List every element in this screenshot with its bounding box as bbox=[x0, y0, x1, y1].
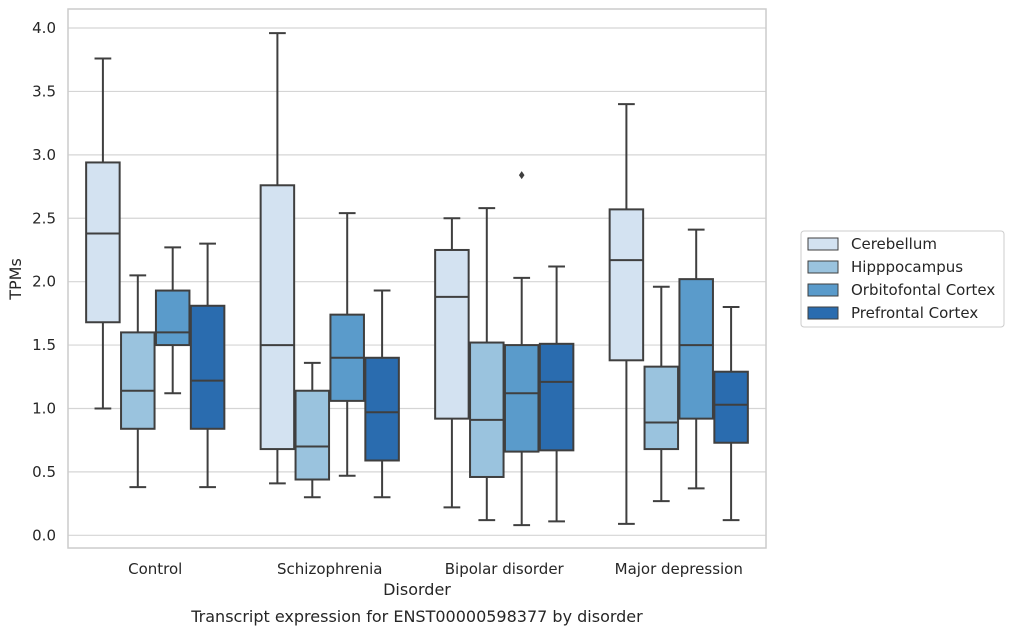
y-tick-label: 0.5 bbox=[32, 463, 56, 481]
y-tick-label: 2.0 bbox=[32, 273, 56, 291]
legend-frame bbox=[800, 230, 1005, 328]
box-body bbox=[713, 370, 749, 444]
box-body bbox=[608, 208, 645, 362]
box bbox=[678, 228, 714, 490]
box-body bbox=[678, 278, 714, 420]
x-axis-ticks: Control Schizophrenia Bipolar disorder Majo… bbox=[128, 560, 743, 578]
y-tick-label: 4.0 bbox=[32, 19, 56, 37]
y-axis-ticks: 0.0 0.5 1.0 1.5 2.0 2.5 3.0 3.5 4.0 bbox=[32, 19, 56, 544]
box-body bbox=[503, 344, 540, 453]
legend-swatch bbox=[807, 237, 839, 251]
box-body bbox=[154, 289, 191, 347]
box bbox=[329, 212, 365, 477]
box-body bbox=[538, 342, 575, 452]
box-body bbox=[120, 331, 156, 430]
x-tick-label: Bipolar disorder bbox=[445, 560, 565, 578]
box-body bbox=[294, 389, 331, 481]
box-body bbox=[364, 356, 400, 462]
legend-label: Hipppocampus bbox=[851, 258, 963, 276]
y-tick-label: 0.0 bbox=[32, 526, 56, 544]
legend-label: Prefrontal Cortex bbox=[851, 304, 978, 322]
box bbox=[503, 171, 540, 527]
box bbox=[608, 103, 645, 525]
box bbox=[469, 207, 505, 522]
legend-swatch bbox=[807, 283, 839, 297]
box bbox=[259, 32, 296, 485]
box-series bbox=[85, 32, 749, 527]
x-axis-title: Disorder bbox=[383, 580, 451, 599]
outlier-point bbox=[518, 171, 525, 180]
legend-label: Orbitofontal Cortex bbox=[851, 281, 995, 299]
box bbox=[364, 289, 400, 499]
legend: Cerebellum Hipppocampus Orbitofontal Corte… bbox=[800, 230, 1005, 328]
box bbox=[643, 285, 680, 503]
plot-frame bbox=[67, 8, 767, 549]
box bbox=[189, 242, 226, 489]
box-body bbox=[469, 341, 505, 478]
box bbox=[538, 265, 575, 523]
box-body bbox=[259, 184, 296, 451]
y-axis-title: TPMs bbox=[6, 258, 25, 301]
legend-label: Cerebellum bbox=[851, 235, 937, 253]
box bbox=[154, 246, 191, 395]
x-tick-label: Control bbox=[128, 560, 182, 578]
box-body bbox=[434, 248, 470, 420]
legend-swatch bbox=[807, 260, 839, 274]
box bbox=[713, 306, 749, 522]
chart-caption: Transcript expression for ENST0000059837… bbox=[190, 607, 643, 626]
box bbox=[85, 57, 121, 410]
box bbox=[120, 274, 156, 489]
y-tick-label: 1.5 bbox=[32, 336, 56, 354]
box-body bbox=[643, 365, 680, 451]
x-tick-label: Major depression bbox=[615, 560, 743, 578]
y-tick-label: 1.0 bbox=[32, 399, 56, 417]
legend-swatch bbox=[807, 306, 839, 320]
box-body bbox=[85, 161, 121, 324]
y-tick-label: 2.5 bbox=[32, 209, 56, 227]
box bbox=[294, 361, 331, 499]
x-tick-label: Schizophrenia bbox=[277, 560, 382, 578]
box bbox=[434, 217, 470, 509]
y-tick-label: 3.0 bbox=[32, 146, 56, 164]
box-body bbox=[189, 304, 226, 430]
y-tick-label: 3.5 bbox=[32, 82, 56, 100]
